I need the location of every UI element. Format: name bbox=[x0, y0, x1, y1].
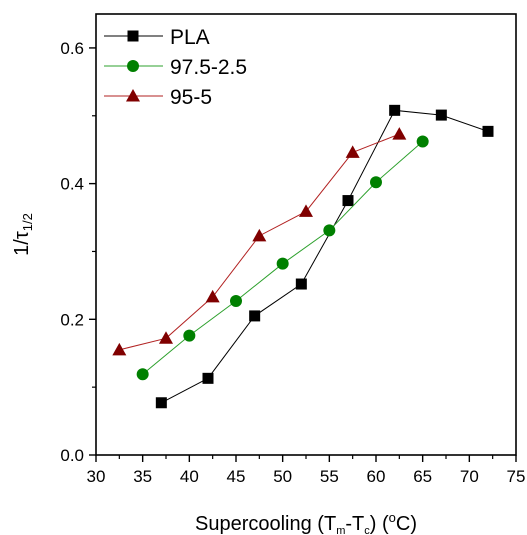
legend-entry: PLA bbox=[104, 26, 210, 49]
legend-marker bbox=[127, 30, 139, 42]
y-axis-title: 1/τ1/2 bbox=[11, 213, 35, 256]
legend-label: 95-5 bbox=[170, 86, 212, 109]
x-tick-label: 50 bbox=[273, 467, 292, 486]
x-tick-label: 40 bbox=[180, 467, 199, 486]
data-point bbox=[345, 145, 360, 158]
y-tick-label: 0.0 bbox=[60, 446, 84, 465]
x-tick-label: 65 bbox=[413, 467, 432, 486]
x-axis-title-sub-c: c bbox=[364, 525, 370, 535]
x-axis-title-end: ) ( bbox=[370, 513, 389, 535]
ticks: 30 35 40 45 50 55 60 65 70 75 0.0 0.2 0.4 0.6 bbox=[60, 39, 525, 486]
data-point bbox=[323, 224, 336, 237]
data-point bbox=[230, 294, 242, 307]
x-tick-label: 35 bbox=[133, 467, 152, 486]
data-point bbox=[342, 195, 354, 207]
data-point bbox=[205, 289, 220, 303]
series-PLA bbox=[155, 104, 494, 409]
x-tick-label: 55 bbox=[320, 467, 339, 486]
series-line bbox=[161, 109, 489, 404]
legend-marker bbox=[127, 60, 139, 72]
legend-marker bbox=[126, 89, 140, 102]
data-point bbox=[112, 342, 127, 356]
data-point bbox=[416, 135, 429, 148]
x-axis-title-unit: C) bbox=[396, 513, 417, 535]
x-axis-title-sub-m: m bbox=[336, 525, 345, 535]
legend-label: 97.5-2.5 bbox=[170, 56, 247, 79]
data-point bbox=[295, 278, 307, 290]
plot-frame bbox=[95, 13, 517, 456]
data-point bbox=[389, 104, 401, 116]
series-97.5-2.5 bbox=[136, 135, 429, 381]
axes bbox=[95, 13, 517, 456]
legend-entry: 97.5-2.5 bbox=[104, 56, 247, 79]
y-tick-label: 0.4 bbox=[60, 175, 84, 194]
data-point bbox=[392, 127, 407, 140]
data-point bbox=[183, 329, 196, 342]
x-axis-title-degree: o bbox=[389, 510, 396, 525]
series-95-5 bbox=[112, 127, 407, 356]
data-point bbox=[276, 257, 289, 270]
data-point bbox=[370, 176, 382, 189]
data-point bbox=[136, 368, 149, 381]
data-point bbox=[299, 204, 313, 217]
x-tick-label: 70 bbox=[460, 467, 479, 486]
data-point bbox=[435, 109, 447, 121]
x-tick-label: 45 bbox=[227, 467, 246, 486]
y-axis-title-main: 1/τ bbox=[11, 231, 33, 256]
x-tick-label: 30 bbox=[87, 467, 106, 486]
data-point bbox=[202, 372, 214, 384]
legend-label: PLA bbox=[170, 26, 210, 49]
data-point bbox=[249, 310, 261, 322]
plot-area bbox=[112, 104, 494, 409]
data-point bbox=[482, 125, 494, 137]
legend-entry: 95-5 bbox=[104, 86, 212, 109]
y-tick-label: 0.6 bbox=[60, 39, 84, 58]
x-tick-label: 60 bbox=[367, 467, 386, 486]
data-point bbox=[155, 397, 167, 409]
x-axis-title-mid: -T bbox=[345, 513, 364, 535]
x-axis-title: Supercooling (Tm-Tc) (oC) bbox=[195, 510, 417, 535]
data-point bbox=[252, 228, 267, 242]
y-tick-label: 0.2 bbox=[60, 310, 84, 329]
x-tick-label: 75 bbox=[507, 467, 526, 486]
y-axis-title-sub: 1/2 bbox=[20, 213, 35, 231]
x-axis-title-main: Supercooling (T bbox=[195, 513, 336, 535]
data-point bbox=[159, 331, 173, 344]
legend: PLA 97.5-2.5 95-5 bbox=[104, 26, 247, 109]
